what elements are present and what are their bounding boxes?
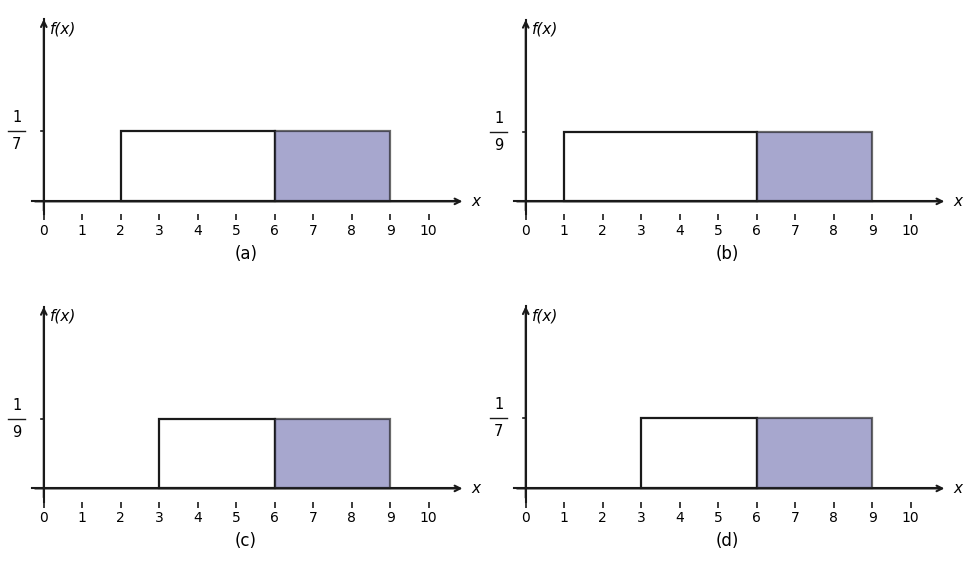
Bar <box>121 131 275 202</box>
Text: 7: 7 <box>12 136 21 151</box>
Bar <box>275 419 390 489</box>
Text: (c): (c) <box>235 531 256 549</box>
Bar <box>275 131 390 202</box>
Text: f(x): f(x) <box>50 21 76 37</box>
Text: x: x <box>953 194 962 209</box>
Text: f(x): f(x) <box>50 309 76 324</box>
Text: 1: 1 <box>494 397 503 412</box>
Bar <box>757 418 873 489</box>
Text: 1: 1 <box>494 111 503 126</box>
Text: x: x <box>471 481 480 496</box>
Text: (d): (d) <box>716 531 739 549</box>
Text: 7: 7 <box>494 423 503 439</box>
Text: 9: 9 <box>13 425 21 440</box>
Text: f(x): f(x) <box>531 309 558 324</box>
Text: (a): (a) <box>234 244 257 262</box>
Bar <box>159 419 275 489</box>
Text: x: x <box>471 194 480 209</box>
Bar <box>642 418 757 489</box>
Text: 1: 1 <box>13 110 21 125</box>
Text: 1: 1 <box>13 399 21 413</box>
Text: 9: 9 <box>494 137 503 153</box>
Bar <box>757 132 873 202</box>
Text: x: x <box>953 481 962 496</box>
Text: (b): (b) <box>716 244 739 262</box>
Text: f(x): f(x) <box>531 21 558 37</box>
Bar <box>565 132 757 202</box>
